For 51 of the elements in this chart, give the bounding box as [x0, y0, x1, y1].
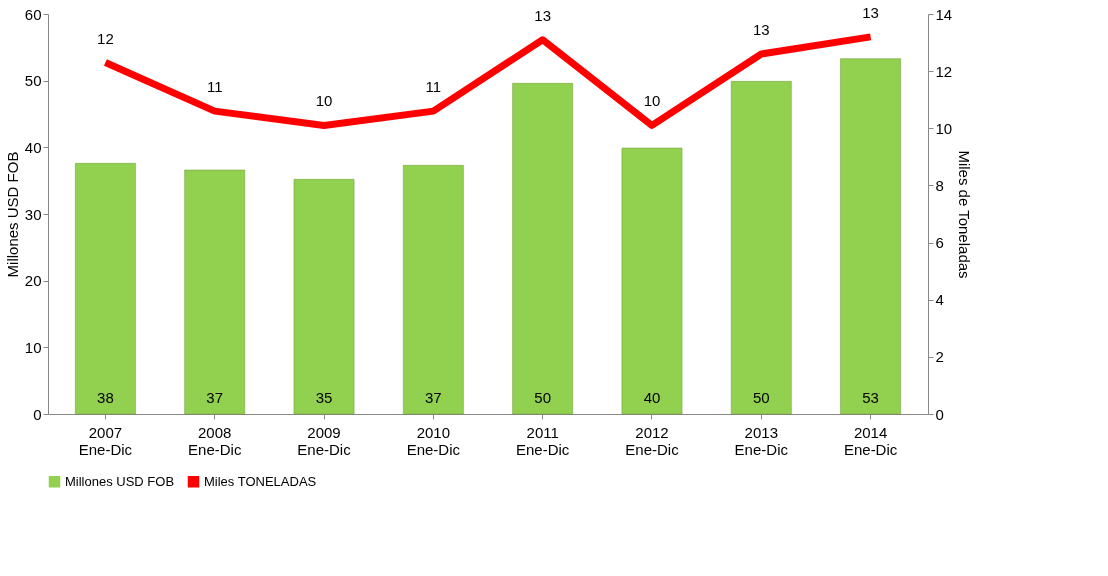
y2-tick-label: 2: [935, 348, 944, 366]
data-label: 13: [862, 3, 879, 21]
data-label: 53: [862, 389, 879, 406]
y-tick-label: 40: [24, 138, 42, 156]
x-tick-label: 2014 Ene-Dic: [843, 423, 898, 458]
data-label: 50: [752, 389, 770, 406]
data-label: 11: [425, 78, 442, 96]
y-tick-label: 30: [24, 205, 42, 223]
bar: [75, 163, 136, 415]
y-tick-label: 20: [24, 272, 42, 290]
bar: [730, 81, 792, 415]
y2-tick-label: 0: [935, 405, 944, 423]
y-tick-label: 10: [24, 338, 42, 356]
x-tick-label: 2011 Ene-Dic: [515, 423, 570, 458]
data-label: 13: [752, 21, 770, 38]
x-tick-label: 2008 Ene-Dic: [188, 423, 242, 458]
data-label: 35: [315, 389, 333, 406]
y2-axis-title: Miles de Toneladas: [956, 150, 974, 279]
y2-tick-label: 8: [935, 176, 944, 194]
x-tick-label: 2009 Ene-Dic: [297, 423, 352, 458]
y2-tick-label: 6: [935, 234, 944, 252]
x-tick-label: 2013 Ene-Dic: [734, 423, 789, 458]
data-label: 10: [315, 92, 333, 110]
data-label: 50: [534, 389, 551, 406]
x-tick-label: 2012 Ene-Dic: [625, 423, 680, 458]
bar: [840, 58, 901, 415]
legend-label: Miles TONELADAS: [204, 473, 317, 489]
data-label: 12: [97, 29, 114, 47]
bar: [403, 165, 464, 415]
y2-tick-label: 4: [935, 291, 944, 309]
y-tick-label: 0: [33, 405, 42, 423]
x-tick-label: 2010 Ene-Dic: [406, 423, 461, 458]
data-label: 37: [425, 389, 442, 406]
y2-tick-label: 10: [935, 119, 953, 137]
bar: [293, 179, 355, 415]
data-label: 11: [206, 78, 223, 96]
data-label: 37: [206, 389, 224, 406]
x-tick-label: 2007 Ene-Dic: [78, 423, 133, 458]
y-axis-title: Millones USD FOB: [3, 151, 21, 278]
bar: [184, 169, 246, 415]
bar: [512, 83, 573, 415]
y-tick-label: 60: [24, 5, 42, 23]
data-label: 10: [643, 92, 661, 110]
y2-tick-label: 12: [935, 62, 953, 80]
data-label: 38: [97, 389, 114, 406]
legend-label: Millones USD FOB: [65, 473, 175, 489]
y-tick-label: 50: [24, 72, 42, 90]
bar: [621, 147, 683, 415]
y2-tick-label: 14: [935, 5, 953, 23]
data-label: 40: [643, 389, 661, 406]
data-label: 13: [534, 6, 551, 24]
